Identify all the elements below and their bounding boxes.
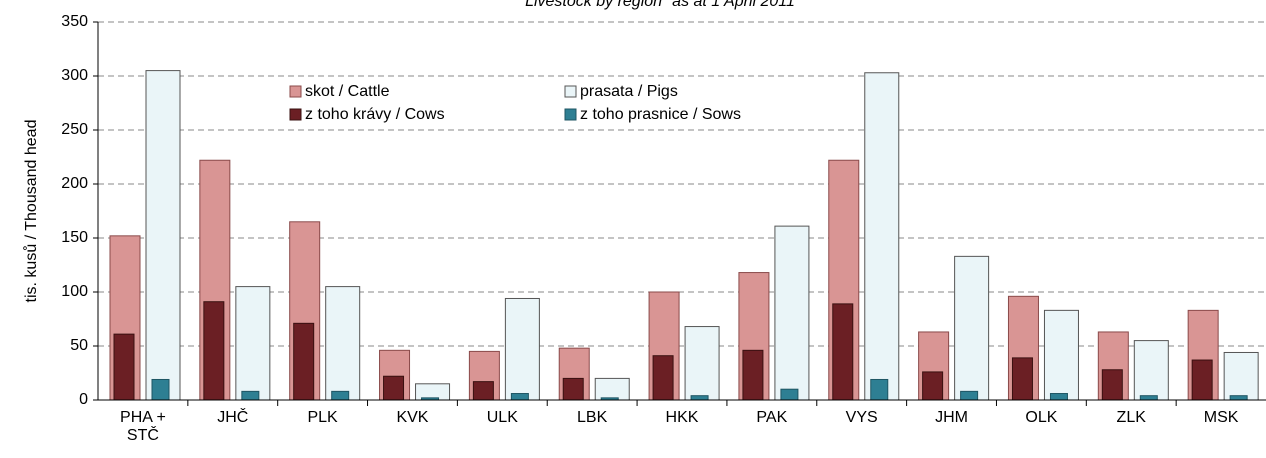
x-tick-label: OLK xyxy=(1025,409,1057,426)
bar xyxy=(331,390,350,401)
y-tick-label: 150 xyxy=(61,229,88,246)
x-tick-label: KVK xyxy=(396,409,428,426)
bar xyxy=(652,355,674,401)
legend-swatch xyxy=(289,85,302,98)
legend-label: z toho krávy / Cows xyxy=(305,106,445,123)
chart-title: Livestock by region" as at 1 April 2011 xyxy=(525,0,795,10)
y-tick-label: 100 xyxy=(61,283,88,300)
bar xyxy=(864,72,900,401)
y-tick-label: 0 xyxy=(79,391,88,408)
y-tick-label: 50 xyxy=(70,337,88,354)
x-tick-label: LBK xyxy=(577,409,608,426)
bar xyxy=(960,390,979,401)
bar xyxy=(1223,351,1259,401)
bar xyxy=(235,286,271,401)
legend-swatch xyxy=(289,108,302,121)
bar xyxy=(504,297,540,401)
bar xyxy=(922,371,944,401)
bar xyxy=(954,255,990,401)
bar xyxy=(203,301,225,401)
legend-label: skot / Cattle xyxy=(305,83,390,100)
bar xyxy=(684,326,720,401)
legend-label: prasata / Pigs xyxy=(580,83,678,100)
bar xyxy=(383,375,405,401)
y-tick-label: 350 xyxy=(61,13,88,30)
bar xyxy=(832,303,854,401)
x-tick-label: VYS xyxy=(846,409,878,426)
x-tick-label: ZLK xyxy=(1117,409,1147,426)
y-tick-label: 250 xyxy=(61,121,88,138)
y-axis-label: tis. kusů / Thousand head xyxy=(22,120,40,303)
bar xyxy=(151,378,170,401)
x-tick-label: ULK xyxy=(487,409,518,426)
x-tick-label: PHA + STČ xyxy=(120,409,166,444)
bar xyxy=(1191,359,1213,401)
bar xyxy=(241,390,260,401)
x-tick-label: JHM xyxy=(935,409,968,426)
bar xyxy=(1101,369,1123,401)
bar xyxy=(1139,395,1158,401)
x-tick-label: MSK xyxy=(1204,409,1239,426)
y-tick-label: 300 xyxy=(61,67,88,84)
bar xyxy=(472,381,494,401)
bar xyxy=(293,322,315,401)
bar xyxy=(1049,393,1068,401)
bar xyxy=(870,378,889,401)
x-tick-label: PLK xyxy=(307,409,338,426)
bar xyxy=(562,377,584,401)
bar xyxy=(690,395,709,401)
bar xyxy=(1133,340,1169,401)
y-tick-label: 200 xyxy=(61,175,88,192)
x-tick-label: HKK xyxy=(666,409,699,426)
bar xyxy=(742,349,764,401)
bar xyxy=(325,286,361,401)
bar xyxy=(1043,309,1079,401)
legend-swatch xyxy=(564,85,577,98)
x-tick-label: PAK xyxy=(756,409,787,426)
x-tick-label: JHČ xyxy=(217,407,248,426)
bar xyxy=(145,70,181,401)
bar xyxy=(774,225,810,401)
bar xyxy=(780,388,799,401)
bar xyxy=(594,377,630,401)
legend-swatch xyxy=(564,108,577,121)
bar xyxy=(1229,395,1248,401)
legend-label: z toho prasnice / Sows xyxy=(580,106,741,123)
bar xyxy=(113,333,135,401)
bar xyxy=(510,393,529,401)
bar xyxy=(1011,357,1033,401)
